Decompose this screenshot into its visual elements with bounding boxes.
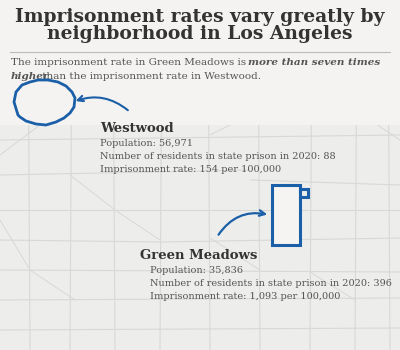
Text: Number of residents in state prison in 2020: 396: Number of residents in state prison in 2…: [150, 279, 392, 288]
Text: Westwood: Westwood: [100, 122, 174, 135]
Text: higher: higher: [11, 72, 49, 81]
Text: Imprisonment rates vary greatly by: Imprisonment rates vary greatly by: [15, 8, 385, 26]
Text: than the imprisonment rate in Westwood.: than the imprisonment rate in Westwood.: [39, 72, 261, 81]
Text: Green Meadows: Green Meadows: [140, 249, 257, 262]
Text: Number of residents in state prison in 2020: 88: Number of residents in state prison in 2…: [100, 152, 336, 161]
Text: Population: 56,971: Population: 56,971: [100, 139, 193, 148]
Bar: [272, 185, 300, 245]
Text: more than seven times: more than seven times: [248, 58, 380, 67]
Text: neighborhood in Los Angeles: neighborhood in Los Angeles: [47, 25, 353, 43]
Text: Population: 35,836: Population: 35,836: [150, 266, 243, 275]
Bar: [0, 0, 400, 125]
Text: Imprisonment rate: 1,093 per 100,000: Imprisonment rate: 1,093 per 100,000: [150, 292, 340, 301]
Text: The imprisonment rate in Green Meadows is: The imprisonment rate in Green Meadows i…: [11, 58, 249, 67]
Text: Imprisonment rate: 154 per 100,000: Imprisonment rate: 154 per 100,000: [100, 165, 281, 174]
